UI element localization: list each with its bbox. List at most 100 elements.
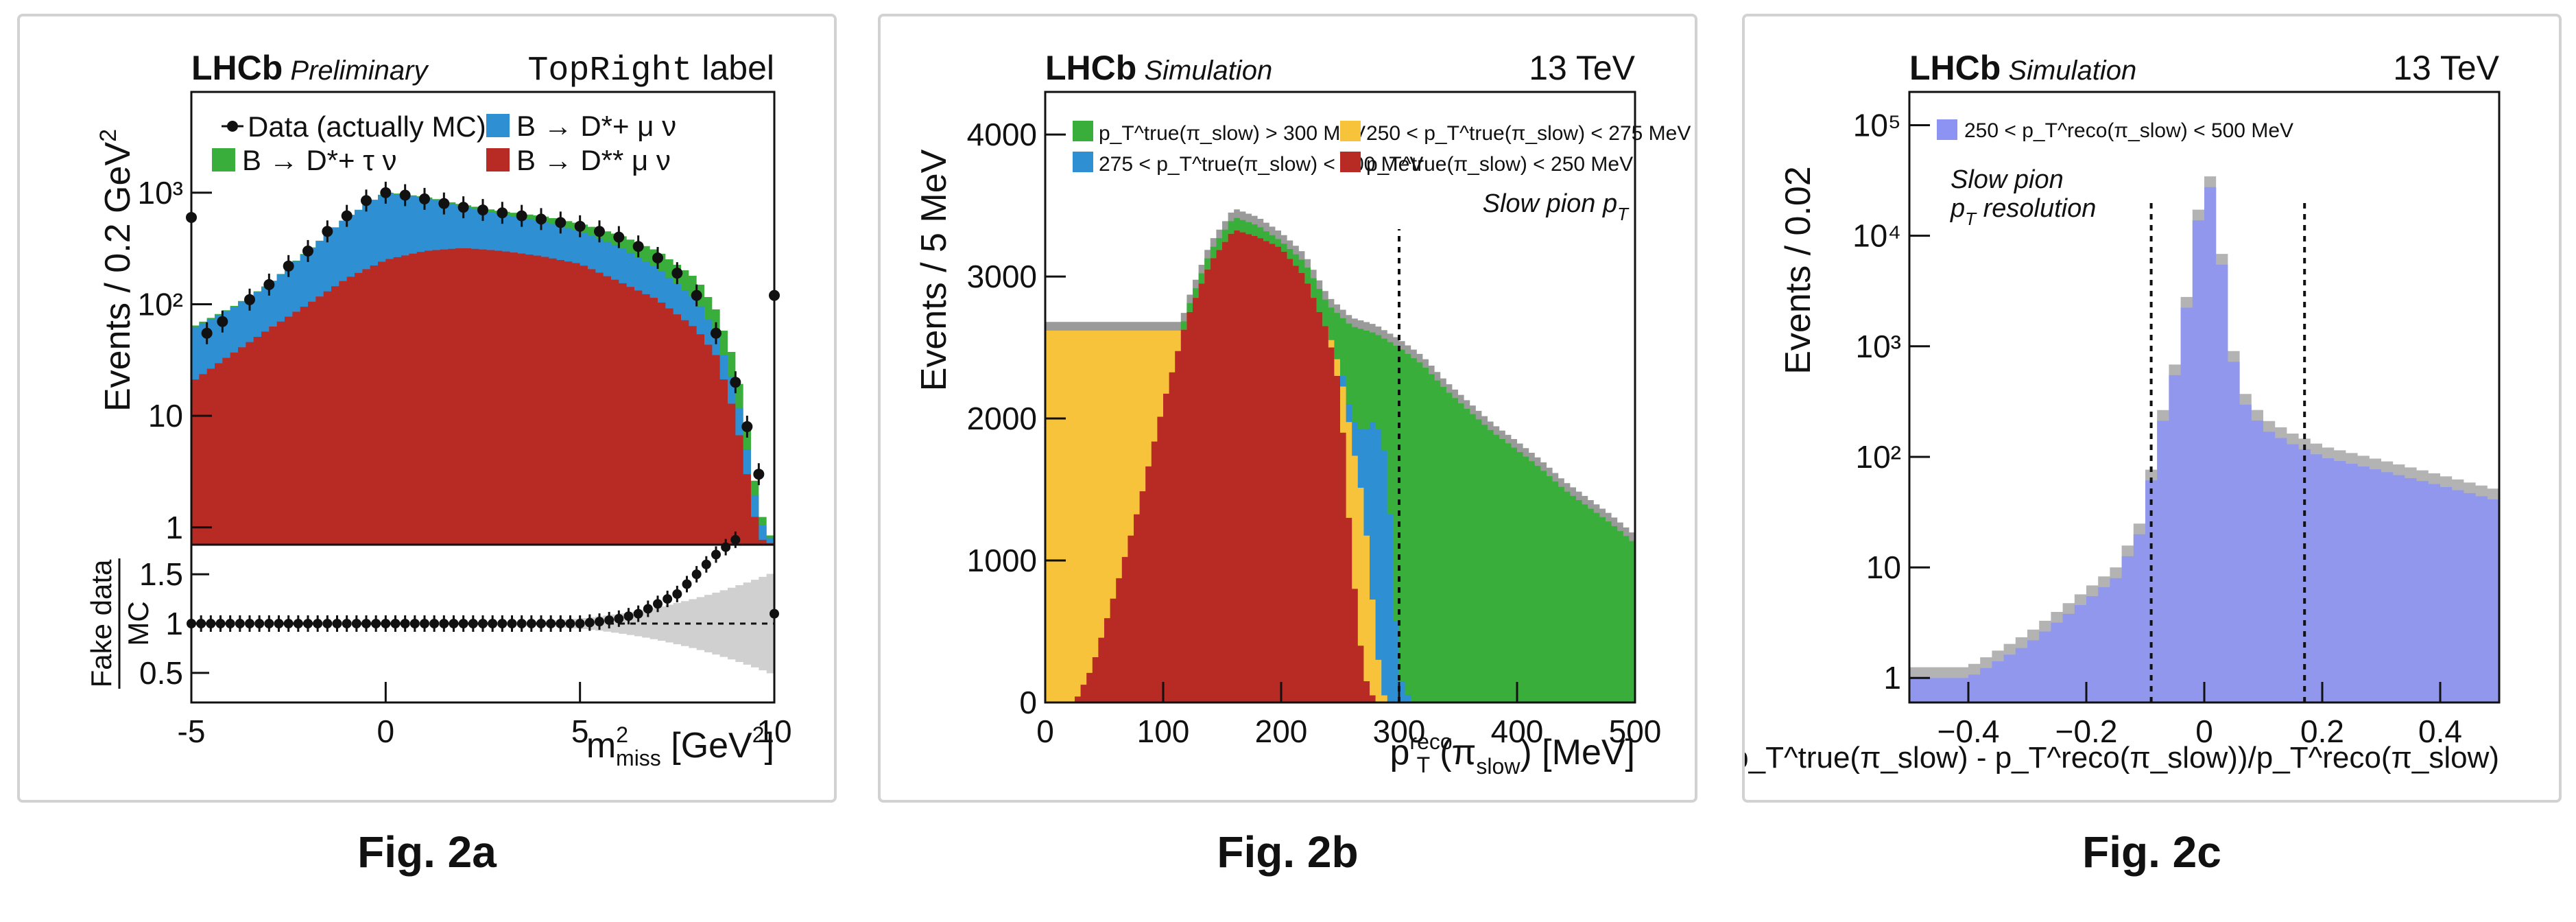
legend-label-red: B → D** μ ν <box>516 144 671 176</box>
data-point <box>497 207 508 219</box>
series-red <box>1045 230 1635 702</box>
text-span: label <box>692 49 774 87</box>
ratio-point <box>633 608 643 619</box>
ratio-label-bottom: MC <box>122 601 154 646</box>
ratio-point <box>351 619 361 628</box>
text-span: Simulation <box>2001 56 2136 86</box>
x-tick-label: 0.2 <box>2300 713 2344 749</box>
ratio-point <box>663 594 673 604</box>
ratio-point <box>206 619 216 628</box>
data-point <box>419 193 430 204</box>
ratio-point <box>584 617 595 628</box>
ratio-point <box>643 604 653 614</box>
top-right-label: TopRight label <box>527 49 774 91</box>
x-tick-label: 0 <box>1036 713 1054 749</box>
legend-swatch-green <box>212 148 235 172</box>
y-tick-label: 10³ <box>138 175 183 211</box>
panel-fig-2a: 1 10 10² 10³ LHCb Preliminary TopRight label D… <box>17 14 837 803</box>
plot-frame <box>1044 91 1636 704</box>
x-tick-label: 5 <box>571 713 589 749</box>
data-point <box>730 377 741 388</box>
legend-label-blue: B → D*+ μ ν <box>516 110 676 142</box>
data-point <box>457 202 469 213</box>
x-tick-label: 400 <box>1491 713 1544 749</box>
ratio-point <box>420 619 429 628</box>
text-span: m <box>586 726 616 766</box>
x-tick-label: 300 <box>1373 713 1426 749</box>
y-tick-label: 1 <box>165 510 183 545</box>
y-tick-label: 3000 <box>967 259 1037 294</box>
text-span: T <box>1417 753 1431 777</box>
y-axis-label: Events / 0.02 <box>1778 166 1818 375</box>
text-span: ] <box>765 726 774 766</box>
chart-fig-2c: 1 10 10² 10³ 10⁴ 10⁵ −0.4 −0.2 0 0.2 0.4 LHCb Simul… <box>1745 49 2501 775</box>
y-tick-label: 10 <box>148 398 183 434</box>
legend-label-red: p_T^true(π_slow) < 250 MeV <box>1366 153 1633 176</box>
legend-swatch-blue <box>1073 152 1093 172</box>
y-axis-label: Events / 5 MeV <box>914 149 954 391</box>
ratio-point <box>546 619 556 628</box>
y-tick-label: 10⁵ <box>1853 108 1901 143</box>
y-tick-label: 4000 <box>967 117 1037 152</box>
chart-fig-2b: 0 1000 2000 3000 4000 0 100 200 300 400 500 LHCb Si… <box>914 49 1691 779</box>
data-point <box>613 231 625 243</box>
annotation-line1: Slow pion <box>1951 165 2064 194</box>
legend-label-green: B → D*+ τ ν <box>242 144 396 176</box>
data-point <box>341 210 353 222</box>
ratio-point <box>400 619 410 628</box>
legend-swatch-yellow <box>1340 121 1361 141</box>
data-point <box>753 469 765 480</box>
ratio-point <box>488 619 498 628</box>
ratio-point <box>313 619 323 628</box>
brand-label: LHCb Simulation <box>1909 49 2136 87</box>
ratio-point <box>254 619 265 628</box>
y-tick-label: 0 <box>1019 685 1037 720</box>
legend-label-blue: 275 < p_T^true(π_slow) < 300 MeV <box>1099 153 1423 176</box>
x-tick-label: −0.2 <box>2055 713 2118 749</box>
data-point <box>652 252 663 264</box>
data-point <box>594 226 605 237</box>
legend: p_T^true(π_slow) > 300 MeV 250 < p_T^true… <box>1073 121 1691 176</box>
y-tick-label: 10² <box>138 287 183 322</box>
ratio-point <box>225 619 235 628</box>
ratio-point <box>361 619 371 628</box>
x-axis-label: m2 miss [GeV2] <box>586 722 774 770</box>
x-tick-label: 0 <box>377 713 395 749</box>
caption-fig-2c: Fig. 2c <box>2082 827 2221 877</box>
data-point <box>263 279 275 290</box>
data-point <box>283 260 294 272</box>
legend-swatch-green <box>1073 121 1093 141</box>
text-span: T <box>1617 204 1630 224</box>
ratio-point <box>595 617 604 627</box>
data-point <box>217 316 228 327</box>
data-point <box>536 213 547 225</box>
energy-label: 13 TeV <box>2393 49 2499 87</box>
x-tick-label: 100 <box>1137 713 1190 749</box>
series-periwinkle <box>1909 187 2499 702</box>
ratio-point <box>556 619 566 628</box>
annotation-line2: pT resolution <box>1950 194 2096 229</box>
ratio-point <box>429 619 440 628</box>
main-plot: 1 10 10² 10³ 10⁴ 10⁵ −0.4 −0.2 0 0.2 0.4 LHCb Simul… <box>1778 49 2501 749</box>
text-span: TopRight <box>527 51 692 91</box>
ratio-y-tick-label: 1 <box>165 606 183 641</box>
hist-stack <box>191 192 774 545</box>
x-tick-label: 0.4 <box>2418 713 2462 749</box>
x-tick-label: −0.4 <box>1937 713 2000 749</box>
ratio-point <box>264 619 274 628</box>
ratio-point <box>371 619 381 628</box>
text-span: Preliminary <box>283 56 429 86</box>
brand-label: LHCb Preliminary <box>191 49 429 87</box>
text-span: (π <box>1440 733 1476 772</box>
text-span: 2 <box>95 129 121 142</box>
ratio-point <box>449 619 459 628</box>
ratio-point <box>682 579 692 589</box>
ratio-point <box>653 599 663 609</box>
series-red <box>191 248 774 545</box>
x-tick-label: 500 <box>1609 713 1662 749</box>
data-point <box>244 294 255 305</box>
ratio-plot: 0.5 1 1.5 -5 0 5 10 Fake data MC <box>85 531 792 749</box>
ratio-point <box>342 619 352 628</box>
y-axis-label: Events / 0.2 GeV2 <box>95 129 138 412</box>
